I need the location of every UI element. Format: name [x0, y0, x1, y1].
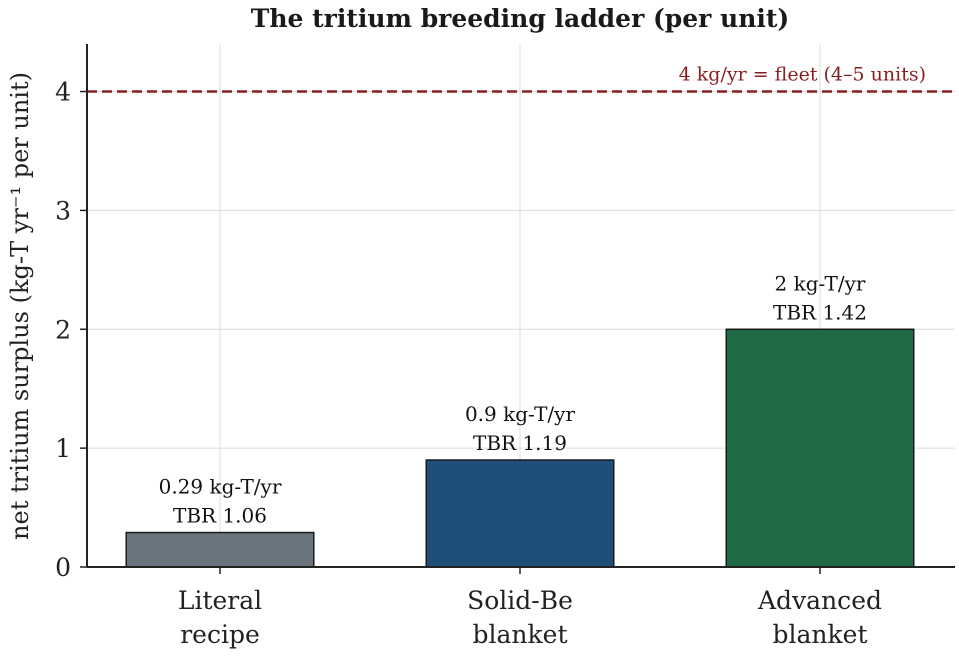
bar-value-label: 0.29 kg-T/yr — [159, 475, 282, 499]
bar-tbr-label: TBR 1.42 — [773, 300, 867, 324]
y-tick-label: 0 — [55, 553, 71, 582]
bar-value-label: 2 kg-T/yr — [775, 271, 866, 295]
bar — [425, 459, 615, 568]
bar-value-label: 0.9 kg-T/yr — [465, 402, 576, 426]
y-axis-label: net tritium surplus (kg-T yr⁻¹ per unit) — [6, 72, 34, 540]
y-tick-label: 3 — [55, 196, 71, 225]
x-tick-label: blanket — [473, 620, 568, 649]
bars: 0.29 kg-T/yr TBR 1.06 0.9 kg-T/yr TBR 1.19 2… — [125, 271, 915, 568]
x-tick-label: Advanced — [757, 586, 882, 615]
reference-line-group: 4 kg/yr = fleet (4–5 units) — [87, 64, 955, 93]
reference-line-label: 4 kg/yr = fleet (4–5 units) — [679, 64, 926, 86]
y-ticks: 0 1 2 3 4 — [55, 78, 87, 582]
chart-title: The tritium breeding ladder (per unit) — [251, 4, 790, 33]
x-tick-label: blanket — [773, 620, 868, 649]
x-ticks: Literal recipe Solid-Be blanket Advanced blan… — [178, 567, 882, 649]
bar — [725, 328, 915, 568]
axes — [86, 44, 955, 568]
bar — [125, 531, 315, 568]
y-tick-label: 1 — [55, 434, 71, 463]
bar-tbr-label: TBR 1.19 — [473, 431, 567, 455]
x-tick-label: Solid-Be — [467, 586, 573, 615]
x-tick-label: recipe — [180, 620, 260, 649]
x-tick-label: Literal — [178, 586, 262, 615]
y-tick-label: 2 — [55, 315, 71, 344]
y-tick-label: 4 — [55, 78, 71, 107]
bar-tbr-label: TBR 1.06 — [173, 504, 267, 528]
